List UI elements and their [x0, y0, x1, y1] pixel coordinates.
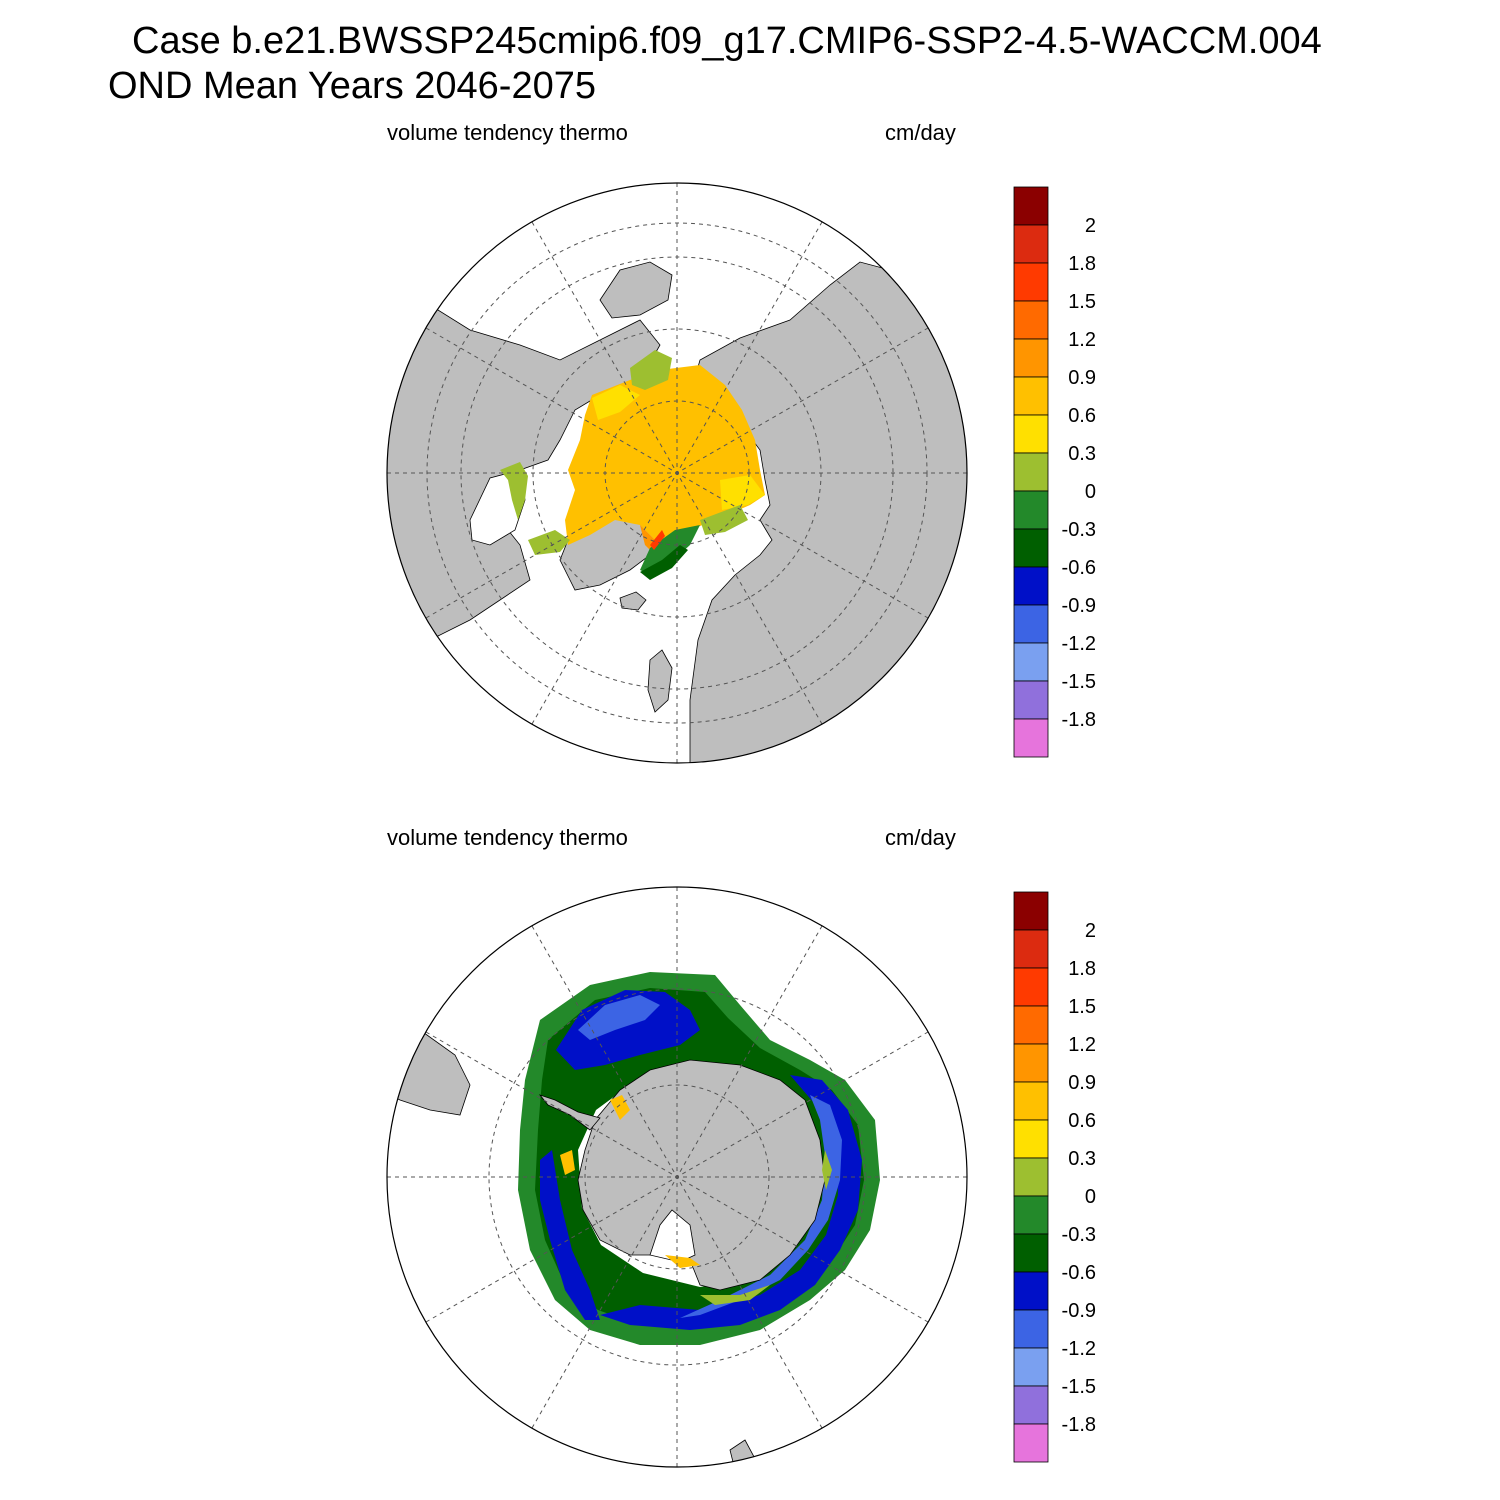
north-colorbar-tick-label: -1.5: [1062, 671, 1096, 693]
north-colorbar-tick-label: 1.5: [1068, 291, 1096, 313]
south-ice-thermo-neg0.9-east: [600, 1075, 862, 1330]
north-colorbar-tick-label: -1.2: [1062, 633, 1096, 655]
north-colorbar-tick-label: -0.9: [1062, 595, 1096, 617]
north-land-british-isles: [647, 649, 673, 713]
north-ice-thermo-neg0.3: [640, 525, 700, 575]
south-colorbar-swatch: [1013, 1347, 1049, 1387]
north-colorbar: 2 1.8 1.5 1.2 0.9 0.6 0.3 0 -0.3 -0.6 -0.9 -1.2 -1.5…: [1013, 186, 1096, 758]
south-ice-thermo-neg1.2-weddell: [578, 995, 660, 1040]
north-colorbar-tick-label: 0.9: [1068, 367, 1096, 389]
north-colorbar-swatch: [1013, 186, 1049, 226]
south-colorbar-swatch: [1013, 1119, 1049, 1159]
north-ice-thermo-0.0-baffin: [528, 530, 570, 555]
south-colorbar-swatch: [1013, 1271, 1049, 1311]
north-colorbar-tick-label: -0.3: [1062, 519, 1096, 541]
south-colorbar: 2 1.8 1.5 1.2 0.9 0.6 0.3 0 -0.3 -0.6 -0.9 -1.2 -1.5…: [1013, 891, 1096, 1463]
north-graticule: [387, 183, 967, 763]
south-colorbar-tick-label: 1.8: [1068, 958, 1096, 980]
north-ice-thermo-1.5: [650, 530, 665, 550]
south-ice-thermo-neg0.9-weddell: [556, 990, 700, 1070]
north-colorbar-swatch: [1013, 414, 1049, 454]
north-colorbar-swatch: [1013, 604, 1049, 644]
south-graticule: [387, 887, 967, 1467]
south-polar-map: [386, 886, 968, 1468]
south-colorbar-tick-label: 0: [1085, 1186, 1096, 1208]
south-colorbar-swatch: [1013, 1157, 1049, 1197]
south-colorbar-swatch: [1013, 929, 1049, 969]
south-colorbar-swatch: [1013, 1385, 1049, 1425]
north-ice-thermo-0.0-chukchi: [630, 350, 672, 390]
south-colorbar-tick-label: -0.6: [1062, 1262, 1096, 1284]
north-panel-variable-label: volume tendency thermo: [387, 120, 628, 145]
north-colorbar-tick-label: 0: [1085, 481, 1096, 503]
north-panel-units-label: cm/day: [885, 120, 956, 145]
north-ice-thermo-0.3b: [592, 385, 640, 420]
south-ice-thermo-neg1.2-east: [680, 1095, 842, 1318]
south-colorbar-tick-label: -1.5: [1062, 1376, 1096, 1398]
north-colorbar-swatch: [1013, 718, 1049, 758]
north-ice-thermo-0.3: [720, 475, 765, 510]
north-colorbar-swatch: [1013, 376, 1049, 416]
north-colorbar-tick-label: 2: [1085, 215, 1096, 237]
north-colorbar-tick-label: -1.8: [1062, 709, 1096, 731]
south-ice-thermo-neg0.9-west: [540, 1150, 600, 1320]
north-colorbar-swatch: [1013, 224, 1049, 264]
north-ice-thermo-neg0.6: [640, 545, 688, 580]
south-colorbar-swatch: [1013, 1195, 1049, 1235]
north-land-beringia: [599, 261, 673, 319]
north-ice-thermo-0.0-kara: [700, 505, 748, 535]
south-colorbar-tick-label: 1.2: [1068, 1034, 1096, 1056]
north-colorbar-swatch: [1013, 338, 1049, 378]
north-colorbar-tick-label: 0.6: [1068, 405, 1096, 427]
north-colorbar-swatch: [1013, 300, 1049, 340]
north-colorbar-swatch: [1013, 680, 1049, 720]
south-colorbar-swatch: [1013, 967, 1049, 1007]
south-colorbar-tick-label: -0.3: [1062, 1224, 1096, 1246]
south-colorbar-swatch: [1013, 1081, 1049, 1121]
south-colorbar-swatch: [1013, 891, 1049, 931]
south-map-border: [386, 886, 968, 1468]
south-colorbar-tick-label: 2: [1085, 920, 1096, 942]
south-colorbar-tick-label: -0.9: [1062, 1300, 1096, 1322]
south-panel-variable-label: volume tendency thermo: [387, 825, 628, 850]
north-colorbar-tick-label: 0.3: [1068, 443, 1096, 465]
south-colorbar-swatch: [1013, 1005, 1049, 1045]
north-colorbar-tick-label: 1.8: [1068, 253, 1096, 275]
south-colorbar-tick-label: 0.3: [1068, 1148, 1096, 1170]
north-ice-thermo-0.0-hudson: [500, 462, 528, 520]
north-colorbar-swatch: [1013, 528, 1049, 568]
south-colorbar-swatch: [1013, 1043, 1049, 1083]
south-colorbar-tick-label: -1.2: [1062, 1338, 1096, 1360]
north-colorbar-swatch: [1013, 452, 1049, 492]
north-polar-map: [386, 182, 968, 764]
north-map-border: [386, 182, 968, 764]
figure-title-case: Case b.e21.BWSSP245cmip6.f09_g17.CMIP6-S…: [132, 20, 1322, 62]
south-colorbar-tick-label: -1.8: [1062, 1414, 1096, 1436]
north-colorbar-tick-label: 1.2: [1068, 329, 1096, 351]
south-colorbar-swatch: [1013, 1309, 1049, 1349]
north-colorbar-swatch: [1013, 566, 1049, 606]
north-colorbar-swatch: [1013, 642, 1049, 682]
south-colorbar-swatch: [1013, 1423, 1049, 1463]
south-colorbar-tick-label: 1.5: [1068, 996, 1096, 1018]
south-colorbar-tick-label: 0.6: [1068, 1110, 1096, 1132]
south-panel-units-label: cm/day: [885, 825, 956, 850]
south-colorbar-swatch: [1013, 1233, 1049, 1273]
south-colorbar-tick-label: 0.9: [1068, 1072, 1096, 1094]
north-colorbar-swatch: [1013, 262, 1049, 302]
north-colorbar-tick-label: -0.6: [1062, 557, 1096, 579]
figure-title-season: OND Mean Years 2046-2075: [108, 65, 596, 107]
north-colorbar-swatch: [1013, 490, 1049, 530]
